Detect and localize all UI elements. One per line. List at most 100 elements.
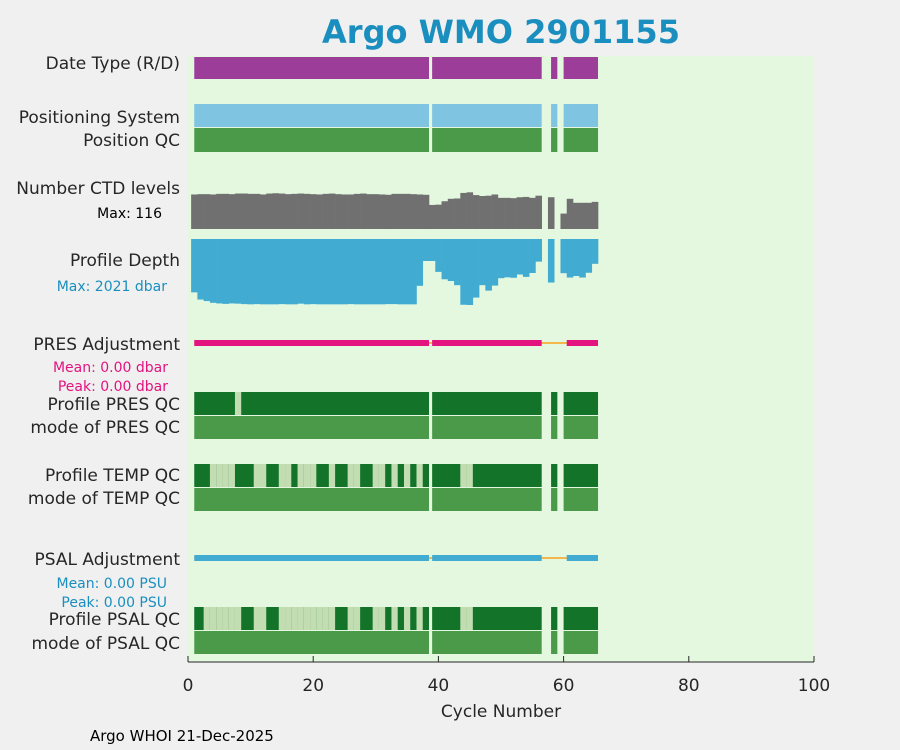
psal-qc-segment-3 (563, 607, 599, 630)
date-type-segment-2 (551, 57, 558, 79)
depth-bar-cycle-61 (566, 239, 574, 278)
label-psal-adj: PSAL Adjustment (35, 550, 181, 570)
x-ticks: 0 20 40 60 80 100 (183, 656, 830, 696)
pres-qc-segment-2 (551, 392, 558, 415)
label-pres-mode: mode of PRES QC (30, 418, 180, 438)
pres-mode-segment-3 (563, 416, 599, 439)
ctd-bar-cycle-39 (429, 204, 436, 229)
depth-bar-cycle-15 (278, 239, 286, 305)
label-depth: Profile Depth (70, 251, 180, 271)
psal-qc-light-cycle-27 (353, 607, 361, 630)
ctd-bar-cycle-12 (259, 194, 267, 229)
depth-bar-cycle-24 (335, 239, 342, 305)
ctd-bar-cycle-18 (297, 193, 305, 229)
depth-bar-cycle-10 (247, 239, 255, 305)
psal-qc-segment-2 (551, 607, 558, 630)
psal-qc-light-cycle-35 (403, 607, 411, 630)
position-qc-segment-2 (551, 128, 558, 152)
psal-adj-segment-1 (432, 555, 542, 561)
label-psal-mean: Mean: 0.00 PSU (56, 576, 167, 592)
depth-bar-cycle-4 (209, 239, 217, 303)
ctd-bar-cycle-10 (247, 193, 255, 229)
x-tick-label-80: 80 (678, 676, 700, 696)
x-tick-label-100: 100 (798, 676, 830, 696)
depth-bar-cycle-64 (585, 239, 593, 273)
psal-mode-segment-1 (432, 631, 542, 654)
ctd-bar-cycle-53 (516, 197, 524, 229)
ctd-bar-cycle-3 (203, 194, 211, 229)
depth-bar-cycle-31 (378, 239, 386, 305)
temp-qc-light-cycle-23 (328, 464, 336, 487)
depth-bar-cycle-2 (197, 239, 204, 300)
ctd-bar-cycle-40 (435, 204, 442, 229)
ctd-bar-cycle-41 (441, 201, 449, 229)
temp-qc-segment-2 (551, 464, 558, 487)
temp-qc-light-cycle-45 (466, 464, 473, 487)
temp-qc-light-cycle-6 (222, 464, 229, 487)
ctd-bar-cycle-43 (454, 198, 461, 229)
ctd-bar-cycle-31 (378, 194, 386, 229)
depth-bar-cycle-47 (479, 239, 486, 286)
psal-qc-light-cycle-26 (347, 607, 354, 630)
psal-qc-light-cycle-6 (222, 607, 229, 630)
depth-bar-cycle-19 (303, 239, 311, 305)
depth-bar-cycle-17 (291, 239, 298, 305)
depth-bar-cycle-42 (447, 239, 455, 282)
ctd-bar-cycle-38 (422, 194, 430, 230)
ctd-bar-cycle-1 (191, 194, 198, 229)
ctd-bar-cycle-24 (335, 194, 342, 229)
depth-bar-cycle-27 (353, 239, 361, 305)
ctd-bar-cycle-33 (391, 193, 399, 229)
ctd-bar-cycle-55 (529, 197, 536, 229)
ctd-bar-cycle-22 (322, 193, 330, 229)
temp-qc-segment-1 (432, 464, 542, 487)
ctd-bar-cycle-46 (472, 195, 480, 229)
depth-bar-cycle-20 (310, 239, 317, 305)
temp-qc-light-cycle-16 (285, 464, 292, 487)
label-pres-qc: Profile PRES QC (47, 395, 180, 415)
date-type-segment-0 (194, 57, 430, 79)
depth-bar-cycle-25 (341, 239, 348, 305)
ctd-bar-cycle-61 (566, 198, 574, 229)
depth-bar-cycle-37 (416, 239, 424, 286)
psal-qc-light-cycle-37 (416, 607, 423, 630)
pres-qc-segment-0 (194, 392, 430, 415)
depth-bar-cycle-26 (347, 239, 355, 305)
x-tick-label-60: 60 (553, 676, 575, 696)
ctd-bar-cycle-19 (303, 193, 311, 229)
ctd-bar-cycle-4 (209, 194, 217, 229)
label-psal-mode: mode of PSAL QC (31, 634, 180, 654)
ctd-bar-cycle-13 (266, 193, 273, 229)
depth-bar-cycle-45 (466, 239, 474, 305)
temp-qc-light-cycle-27 (353, 464, 361, 487)
depth-bar-cycle-8 (234, 239, 242, 304)
ctd-bar-cycle-28 (360, 193, 367, 229)
label-psal-qc: Profile PSAL QC (49, 610, 180, 630)
psal-qc-light-cycle-45 (466, 607, 473, 630)
pres-qc-segment-1 (432, 392, 542, 415)
psal-qc-light-cycle-12 (259, 607, 267, 630)
psal-qc-light-cycle-15 (278, 607, 286, 630)
depth-bar-cycle-41 (441, 239, 449, 280)
ctd-bar-cycle-29 (366, 194, 373, 229)
label-temp-qc: Profile TEMP QC (45, 466, 180, 486)
position-qc-segment-1 (432, 128, 542, 152)
label-position-qc: Position QC (83, 131, 180, 151)
depth-bar-cycle-3 (203, 239, 211, 302)
depth-bar-cycle-56 (535, 239, 542, 262)
depth-bar-cycle-36 (410, 239, 417, 305)
label-depth-max: Max: 2021 dbar (57, 279, 168, 295)
positioning-segment-2 (551, 104, 558, 127)
depth-bar-cycle-44 (460, 239, 467, 305)
pres-adj-segment-1 (432, 340, 542, 346)
psal-qc-light-cycle-11 (253, 607, 260, 630)
chart-marks (191, 57, 599, 654)
depth-bar-cycle-23 (328, 239, 336, 305)
temp-qc-light-cycle-37 (416, 464, 423, 487)
ctd-bar-cycle-52 (510, 198, 517, 229)
ctd-bar-cycle-11 (253, 193, 261, 229)
label-positioning: Positioning System (19, 108, 180, 128)
position-qc-segment-0 (194, 128, 430, 152)
depth-bar-cycle-1 (191, 239, 198, 293)
depth-bar-cycle-14 (272, 239, 280, 305)
